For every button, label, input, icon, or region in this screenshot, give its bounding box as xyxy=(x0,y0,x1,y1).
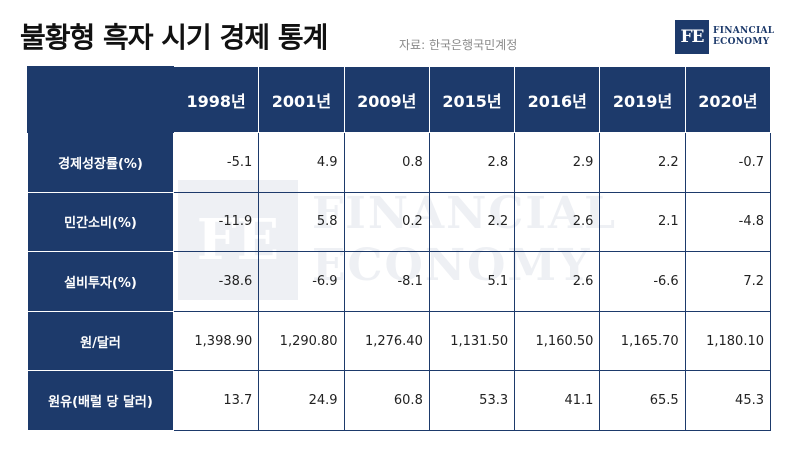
row-label: 민간소비(%) xyxy=(27,191,174,253)
table-cell: -6.6 xyxy=(599,251,686,312)
table-header-row: 1998년 2001년 2009년 2015년 2016년 2019년 2020… xyxy=(27,66,772,133)
year-header: 2020년 xyxy=(684,66,772,133)
logo-line-1: FINANCIAL xyxy=(713,26,775,36)
table-cell: -5.1 xyxy=(172,132,260,193)
table-cell: 2.9 xyxy=(514,132,601,193)
logo-line-2: ECONOMY xyxy=(713,37,770,47)
table-cell: -4.8 xyxy=(684,191,772,253)
table-cell: 24.9 xyxy=(258,370,345,431)
table-cell: -38.6 xyxy=(172,251,260,312)
year-header: 2016년 xyxy=(514,66,601,133)
table-cell: 13.7 xyxy=(172,370,260,431)
table-cell: -0.7 xyxy=(684,132,772,193)
page-title: 불황형 흑자 시기 경제 통계 xyxy=(20,21,328,54)
fe-logo-icon: FE xyxy=(675,20,709,54)
economic-stats-table: 1998년 2001년 2009년 2015년 2016년 2019년 2020… xyxy=(27,66,772,431)
table-row-crude-oil: 원유(배럴 당 달러) 13.7 24.9 60.8 53.3 41.1 65.… xyxy=(27,370,772,431)
logo-mark-text: FE xyxy=(680,27,704,47)
table-cell: 5.1 xyxy=(428,251,516,312)
table-cell: 1,398.90 xyxy=(172,310,260,372)
year-header: 2015년 xyxy=(428,66,516,133)
table-cell: 2.6 xyxy=(514,191,601,253)
table-cell: 2.2 xyxy=(599,132,686,193)
year-header: 1998년 xyxy=(172,66,260,133)
table-row-exchange-rate: 원/달러 1,398.90 1,290.80 1,276.40 1,131.50… xyxy=(27,310,772,372)
table-cell: 1,180.10 xyxy=(684,310,772,372)
table-cell: -8.1 xyxy=(343,251,430,312)
table-row-facility-investment: 설비투자(%) -38.6 -6.9 -8.1 5.1 2.6 -6.6 7.2 xyxy=(27,251,772,312)
table-cell: 1,131.50 xyxy=(428,310,516,372)
table-cell: 2.2 xyxy=(428,191,516,253)
table-cell: 5.8 xyxy=(258,191,345,253)
table-cell: 45.3 xyxy=(684,370,772,431)
table-row-private-consumption: 민간소비(%) -11.9 5.8 0.2 2.2 2.6 2.1 -4.8 xyxy=(27,191,772,253)
table-cell: 41.1 xyxy=(514,370,601,431)
table-cell: 53.3 xyxy=(428,370,516,431)
table-cell: 60.8 xyxy=(343,370,430,431)
year-header: 2019년 xyxy=(599,66,686,133)
table-cell: 0.2 xyxy=(343,191,430,253)
row-label: 원/달러 xyxy=(27,310,174,372)
source-note: 자료: 한국은행국민계정 xyxy=(399,38,518,52)
year-header: 2009년 xyxy=(343,66,430,133)
table-cell: -11.9 xyxy=(172,191,260,253)
table-cell: 1,160.50 xyxy=(514,310,601,372)
table-cell: -6.9 xyxy=(258,251,345,312)
table-cell: 1,165.70 xyxy=(599,310,686,372)
row-label: 설비투자(%) xyxy=(27,251,174,312)
table-cell: 4.9 xyxy=(258,132,345,193)
row-label: 경제성장률(%) xyxy=(27,132,174,193)
table-cell: 1,290.80 xyxy=(258,310,345,372)
table-cell: 65.5 xyxy=(599,370,686,431)
year-header: 2001년 xyxy=(258,66,345,133)
table-corner-cell xyxy=(27,66,174,133)
row-label: 원유(배럴 당 달러) xyxy=(27,370,174,431)
table-cell: 1,276.40 xyxy=(343,310,430,372)
financial-economy-logo: FE FINANCIAL ECONOMY xyxy=(675,20,774,54)
table-cell: 7.2 xyxy=(684,251,772,312)
table-cell: 2.8 xyxy=(428,132,516,193)
table-cell: 2.1 xyxy=(599,191,686,253)
logo-wordmark: FINANCIAL ECONOMY xyxy=(713,26,774,48)
table-cell: 0.8 xyxy=(343,132,430,193)
table-row-gdp-growth: 경제성장률(%) -5.1 4.9 0.8 2.8 2.9 2.2 -0.7 xyxy=(27,132,772,193)
table-cell: 2.6 xyxy=(514,251,601,312)
